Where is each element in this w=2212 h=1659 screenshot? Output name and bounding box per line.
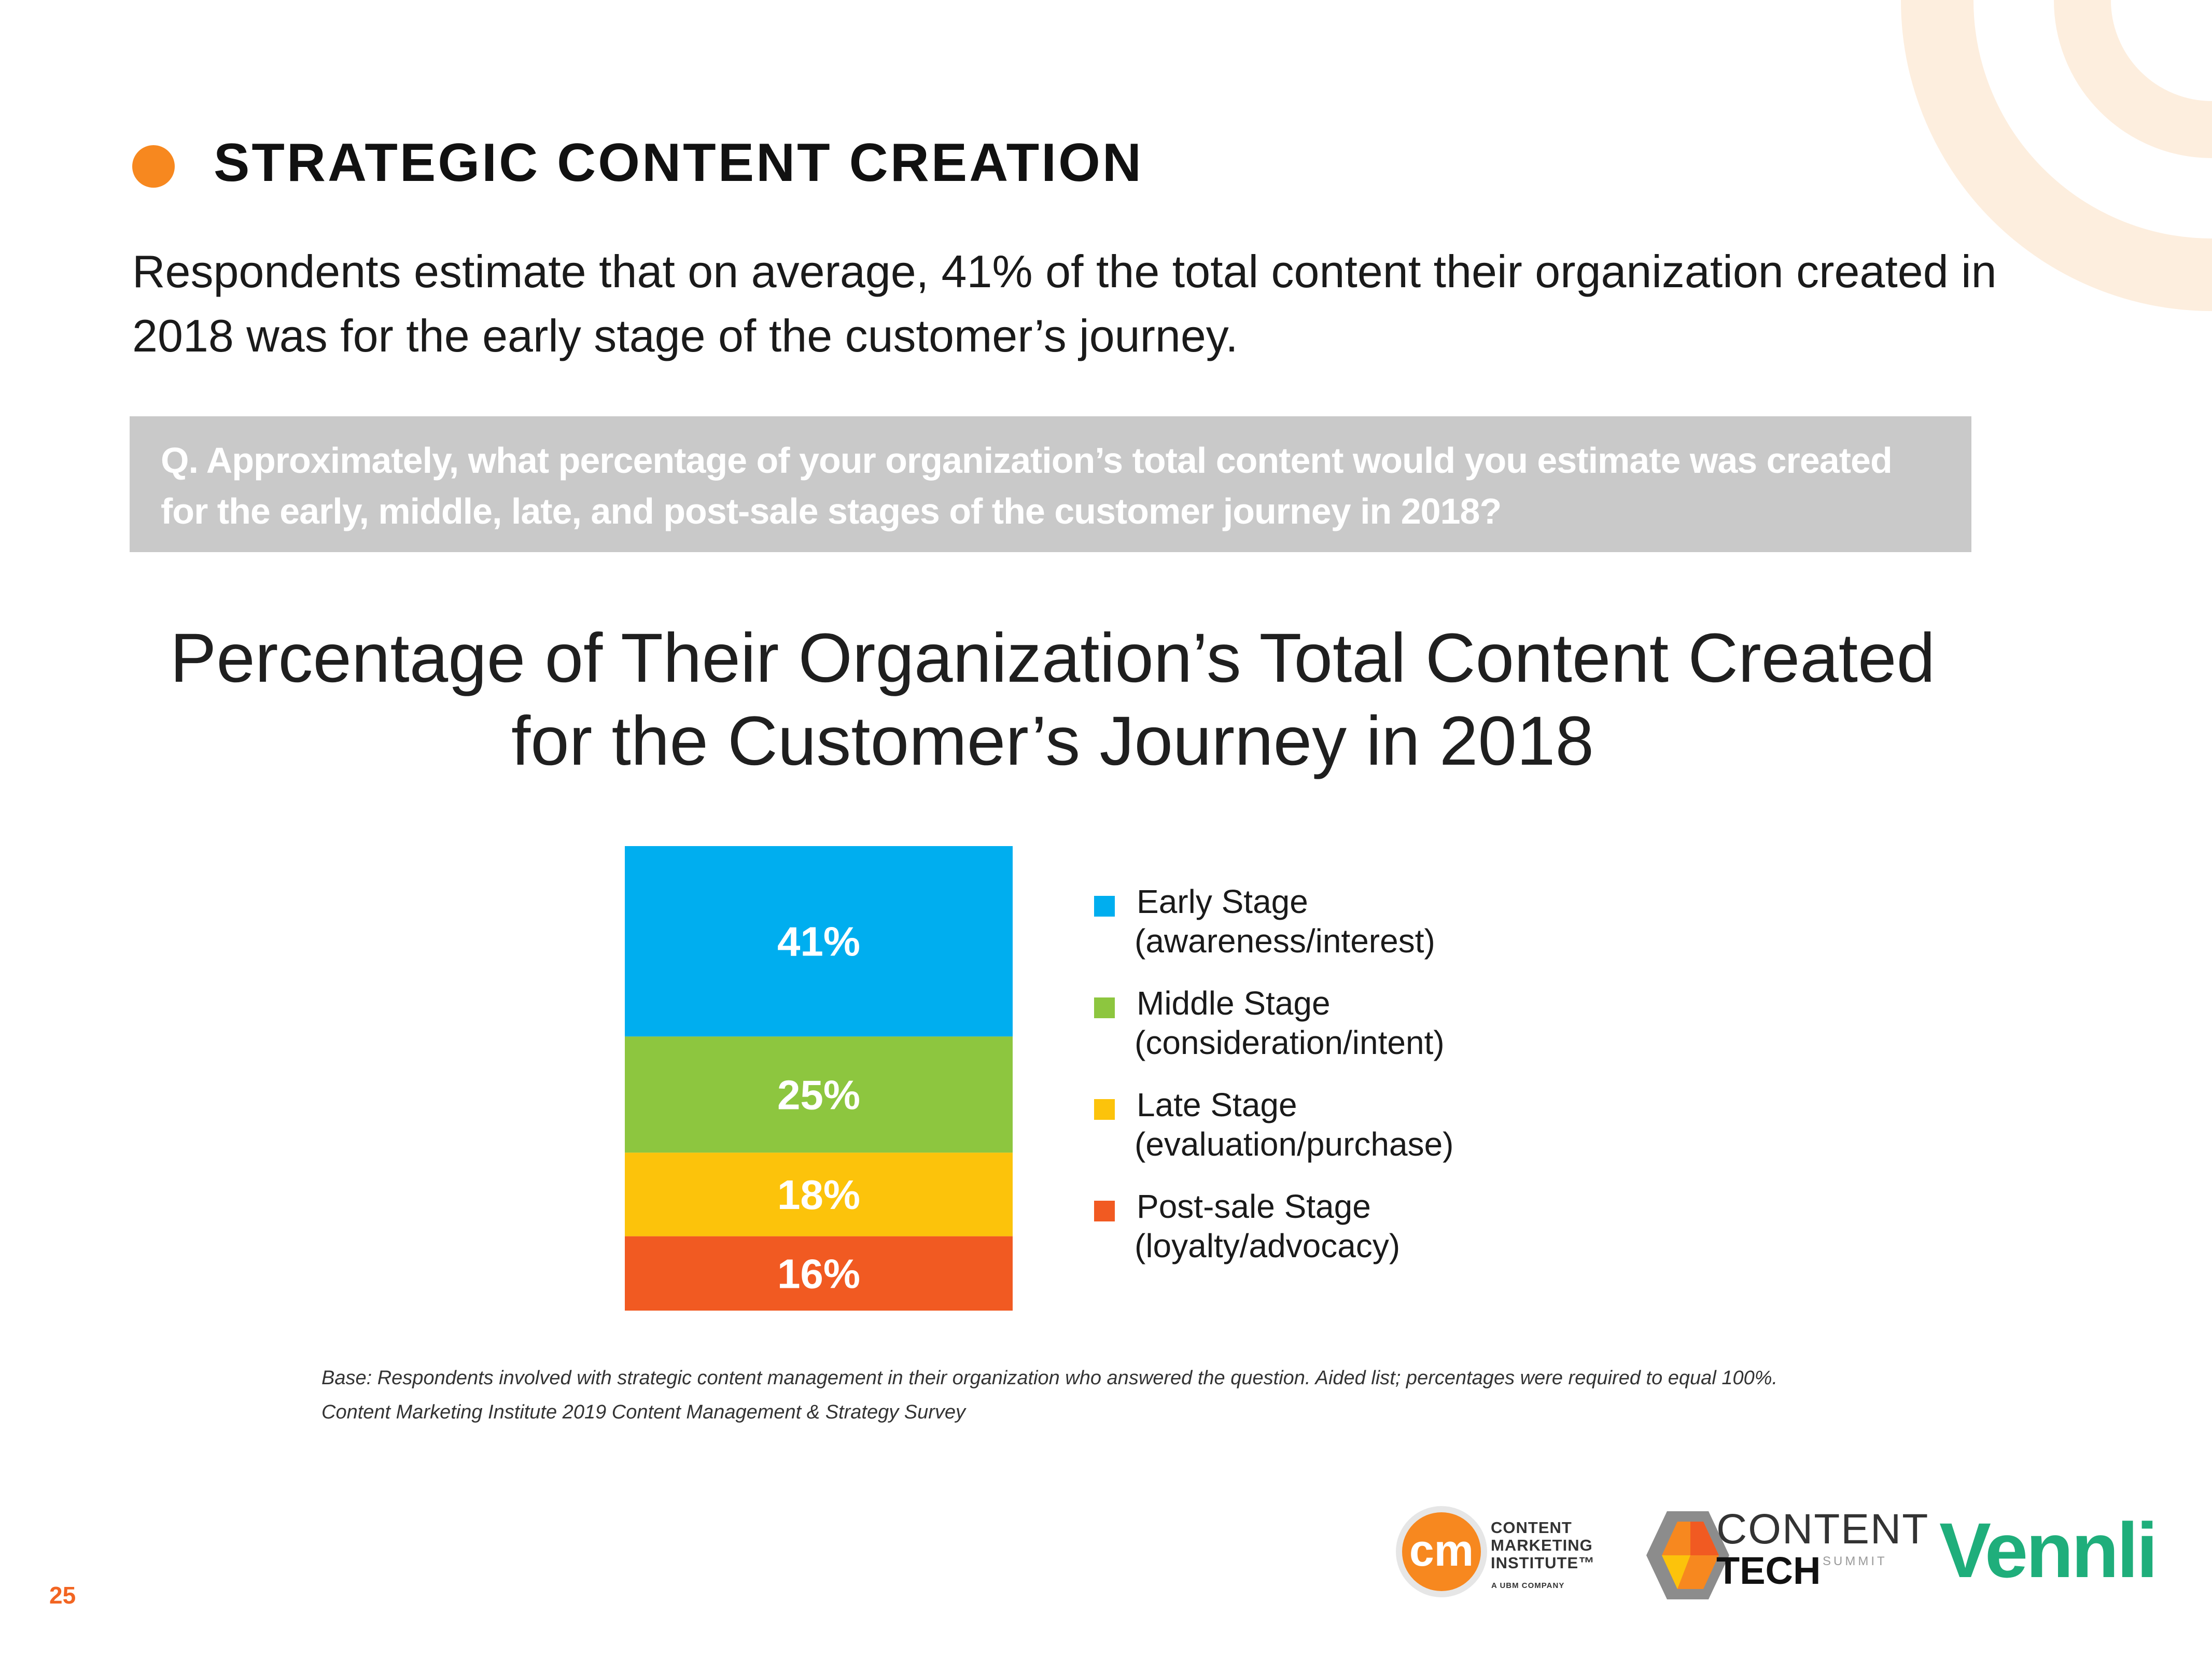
bar-segment-early [625, 846, 1013, 1037]
cts-summit-text: SUMMIT [1823, 1554, 1887, 1568]
page-number: 25 [49, 1582, 76, 1609]
section-title: STRATEGIC CONTENT CREATION [214, 133, 1143, 193]
legend-sub-middle: (consideration/intent) [1135, 1024, 1445, 1061]
data-label-early: 41% [777, 919, 860, 965]
data-label-middle: 25% [777, 1072, 860, 1118]
chart-title: Percentage of Their Organization’s Total… [170, 620, 1936, 780]
question-text: Q. Approximately, what percentage of you… [161, 440, 1893, 531]
section-bullet-icon [132, 145, 175, 188]
legend-sub-postsale: (loyalty/advocacy) [1135, 1227, 1401, 1264]
legend-name-postsale: Post-sale Stage [1137, 1188, 1371, 1225]
cmi-line-2: MARKETING [1491, 1536, 1593, 1554]
cmi-logo-icon: cm [1396, 1506, 1487, 1597]
intro-text: Respondents estimate that on average, 41… [132, 246, 1997, 361]
question-box: Q. Approximately, what percentage of you… [130, 416, 1971, 552]
bar-segment-postsale [625, 1236, 1013, 1311]
cmi-line-1: CONTENT [1491, 1519, 1572, 1537]
legend-item-early: Early Stage (awareness/interest) [1094, 881, 1561, 983]
legend-sub-late: (evaluation/purchase) [1135, 1126, 1454, 1163]
cts-tech-text: TECH [1716, 1549, 1821, 1592]
source-note-text: Content Marketing Institute 2019 Content… [321, 1401, 966, 1423]
bar-segment-middle [625, 1036, 1013, 1153]
cmi-logo-text: CONTENT MARKETING INSTITUTE™ [1491, 1519, 1595, 1572]
bar-segment-late [625, 1152, 1013, 1236]
base-note: Base: Respondents involved with strategi… [321, 1361, 1777, 1429]
legend-item-late: Late Stage (evaluation/purchase) [1094, 1085, 1561, 1186]
legend-name-early: Early Stage [1137, 883, 1308, 920]
cts-content-text: CONTENT [1716, 1506, 1929, 1553]
legend-item-middle: Middle Stage (consideration/intent) [1094, 983, 1561, 1085]
legend-swatch-late [1094, 1099, 1115, 1120]
legend-swatch-postsale [1094, 1201, 1115, 1221]
legend-name-late: Late Stage [1137, 1086, 1297, 1123]
chart-legend: Early Stage (awareness/interest) Middle … [1094, 881, 1561, 1288]
legend-item-postsale: Post-sale Stage (loyalty/advocacy) [1094, 1186, 1561, 1288]
legend-swatch-middle [1094, 997, 1115, 1018]
cmi-logo-mark: cm [1409, 1526, 1474, 1576]
vennli-logo: Vennli [1939, 1507, 2158, 1594]
content-tech-summit-logo-icon [1646, 1511, 1729, 1599]
base-note-text: Base: Respondents involved with strategi… [321, 1367, 1778, 1389]
legend-sub-early: (awareness/interest) [1135, 922, 1435, 960]
cmi-line-3: INSTITUTE™ [1491, 1554, 1595, 1572]
data-label-late: 18% [777, 1172, 860, 1218]
legend-swatch-early [1094, 896, 1115, 917]
legend-name-middle: Middle Stage [1137, 985, 1331, 1022]
cmi-logo-subtext: A UBM COMPANY [1491, 1581, 1565, 1590]
data-label-postsale: 16% [777, 1250, 860, 1297]
